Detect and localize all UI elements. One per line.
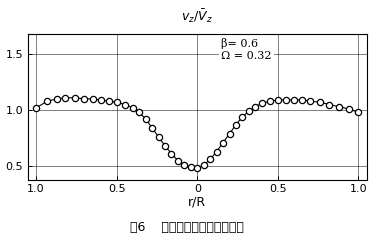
Text: β= 0.6
Ω = 0.32: β= 0.6 Ω = 0.32 bbox=[221, 38, 272, 61]
Text: 图6    喷嘴流量计前的流速分布: 图6 喷嘴流量计前的流速分布 bbox=[130, 221, 244, 233]
Text: $v_z / \bar{V}_z$: $v_z / \bar{V}_z$ bbox=[181, 8, 213, 25]
X-axis label: r/R: r/R bbox=[188, 196, 206, 209]
